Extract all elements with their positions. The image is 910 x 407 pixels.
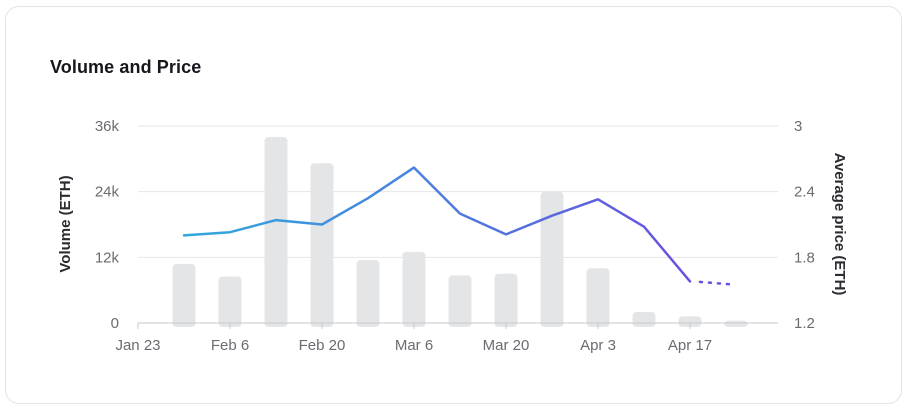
price-line[interactable] — [182, 166, 692, 283]
volume-bar[interactable] — [632, 312, 656, 327]
x-tick-label: Mar 6 — [395, 337, 433, 354]
y-right-tick-label: 3 — [794, 118, 802, 135]
y-right-tick-label: 2.4 — [794, 184, 815, 201]
y-left-tick-label: 12k — [95, 249, 120, 266]
y-left-tick-label: 36k — [95, 118, 120, 135]
x-tick-label: Apr 3 — [580, 337, 616, 354]
volume-bar[interactable] — [218, 276, 242, 327]
volume-bar[interactable] — [586, 268, 610, 327]
price-projection-line — [698, 280, 737, 286]
volume-bar[interactable] — [402, 251, 426, 327]
y-right-axis-title: Average price (ETH) — [831, 153, 848, 296]
y-right-tick-label: 1.8 — [794, 249, 815, 266]
x-tick-label: Jan 23 — [115, 337, 160, 354]
x-tick-label: Feb 20 — [299, 337, 346, 354]
y-left-axis-title: Volume (ETH) — [57, 175, 74, 272]
volume-bar[interactable] — [448, 275, 472, 327]
volume-bar[interactable] — [494, 273, 518, 327]
y-left-tick-label: 0 — [111, 315, 119, 332]
card-title: Volume and Price — [50, 57, 202, 77]
volume-bar[interactable] — [264, 136, 288, 327]
y-right-tick-label: 1.2 — [794, 315, 815, 332]
x-tick-label: Mar 20 — [483, 337, 530, 354]
x-tick-label: Apr 17 — [668, 337, 712, 354]
y-left-tick-label: 24k — [95, 184, 120, 201]
volume-bar[interactable] — [540, 191, 564, 327]
volume-bar[interactable] — [356, 260, 380, 327]
x-tick-label: Feb 6 — [211, 337, 249, 354]
volume-price-card: Volume and Price — [5, 6, 902, 404]
volume-bar[interactable] — [172, 263, 196, 327]
volume-bar[interactable] — [724, 320, 748, 327]
volume-bar[interactable] — [678, 316, 702, 327]
volume-bar[interactable] — [310, 163, 334, 327]
